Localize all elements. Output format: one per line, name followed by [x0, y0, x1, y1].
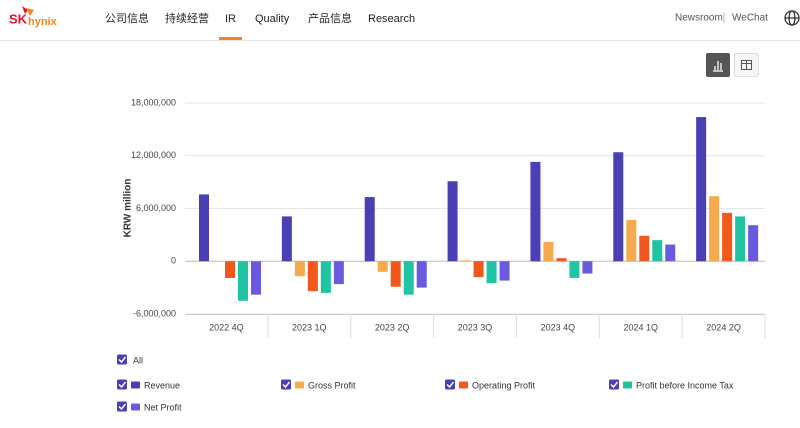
- checkmark: [118, 381, 127, 389]
- checkbox[interactable]: [281, 379, 291, 390]
- nav-active-underline: [219, 37, 242, 40]
- legend-swatch: [623, 381, 632, 389]
- bar[interactable]: [569, 261, 580, 278]
- bar[interactable]: [281, 216, 292, 262]
- legend-label[interactable]: Net Profit: [144, 402, 182, 412]
- x-tick-label: 2024 2Q: [706, 322, 741, 332]
- nav-item[interactable]: 产品信息: [308, 11, 352, 25]
- header: [0, 0, 800, 40]
- checkbox[interactable]: [445, 379, 455, 390]
- bar[interactable]: [403, 261, 414, 295]
- chart-icon: [713, 61, 723, 72]
- nav-item[interactable]: 持续经营: [165, 11, 209, 25]
- x-tick-label: 2023 2Q: [375, 322, 410, 332]
- bar[interactable]: [377, 261, 388, 272]
- bar[interactable]: [499, 261, 510, 281]
- legend-swatch: [131, 381, 140, 389]
- bar[interactable]: [307, 261, 318, 292]
- legend-label[interactable]: Revenue: [144, 380, 180, 390]
- bar[interactable]: [199, 194, 209, 262]
- x-tick-label: 2023 3Q: [458, 322, 493, 332]
- bar[interactable]: [722, 212, 733, 262]
- legend-all[interactable]: All: [133, 355, 143, 365]
- y-tick-label: 18,000,000: [131, 97, 176, 107]
- bar[interactable]: [665, 244, 676, 262]
- legend-swatch: [295, 381, 304, 389]
- bar[interactable]: [320, 261, 331, 293]
- checkbox[interactable]: [609, 379, 619, 390]
- bar[interactable]: [530, 161, 541, 262]
- legend-swatch: [131, 403, 140, 411]
- nav-item[interactable]: 公司信息: [105, 11, 149, 25]
- checkmark: [446, 381, 455, 389]
- legend-swatch: [459, 381, 468, 389]
- logo-mark: [22, 6, 28, 14]
- bar[interactable]: [390, 261, 401, 287]
- y-tick-label: 0: [171, 256, 176, 266]
- bar[interactable]: [626, 219, 637, 262]
- bar[interactable]: [709, 196, 720, 262]
- x-tick-label: 2024 1Q: [623, 322, 658, 332]
- legend-label[interactable]: Operating Profit: [472, 380, 536, 390]
- checkbox[interactable]: [117, 401, 127, 412]
- x-tick-label: 2022 4Q: [209, 322, 244, 332]
- logo-sk[interactable]: SK: [9, 11, 28, 26]
- y-axis-label: KRW million: [123, 179, 134, 238]
- top-link[interactable]: WeChat: [732, 13, 768, 24]
- bar[interactable]: [735, 216, 746, 262]
- logo-mark: [26, 8, 34, 16]
- bar[interactable]: [460, 260, 471, 262]
- bar[interactable]: [543, 241, 554, 262]
- table-icon: [741, 60, 752, 70]
- checkbox[interactable]: [117, 354, 127, 365]
- top-link[interactable]: Newsroom: [675, 13, 723, 24]
- checkmark: [610, 381, 619, 389]
- globe-icon[interactable]: [784, 10, 800, 26]
- bar[interactable]: [582, 261, 593, 274]
- x-tick-label: 2023 1Q: [292, 322, 327, 332]
- bar[interactable]: [486, 261, 497, 284]
- nav-item[interactable]: Research: [368, 13, 415, 25]
- bar[interactable]: [473, 261, 484, 278]
- bar[interactable]: [696, 117, 707, 262]
- bar[interactable]: [613, 152, 624, 262]
- bar[interactable]: [416, 261, 427, 288]
- bar[interactable]: [652, 240, 663, 262]
- logo-hynix[interactable]: hynix: [28, 16, 58, 28]
- y-tick-label: -6,000,000: [133, 308, 176, 318]
- bar[interactable]: [251, 261, 261, 295]
- bar[interactable]: [556, 258, 567, 262]
- checkbox[interactable]: [117, 379, 127, 390]
- bar[interactable]: [447, 181, 458, 262]
- bar[interactable]: [748, 225, 759, 262]
- legend-label[interactable]: Profit before Income Tax: [636, 380, 734, 390]
- y-tick-label: 6,000,000: [136, 203, 176, 213]
- bar[interactable]: [225, 261, 235, 278]
- y-tick-label: 12,000,000: [131, 150, 176, 160]
- bar[interactable]: [639, 235, 650, 262]
- legend-label[interactable]: Gross Profit: [308, 380, 356, 390]
- bar[interactable]: [294, 261, 305, 277]
- x-tick-label: 2023 4Q: [541, 322, 576, 332]
- checkmark: [118, 403, 127, 411]
- nav-item[interactable]: IR: [225, 13, 236, 25]
- bar[interactable]: [333, 261, 344, 285]
- bar[interactable]: [238, 261, 248, 301]
- checkmark: [118, 356, 127, 364]
- nav-item[interactable]: Quality: [255, 13, 290, 25]
- checkmark: [282, 381, 291, 389]
- bar[interactable]: [364, 197, 375, 262]
